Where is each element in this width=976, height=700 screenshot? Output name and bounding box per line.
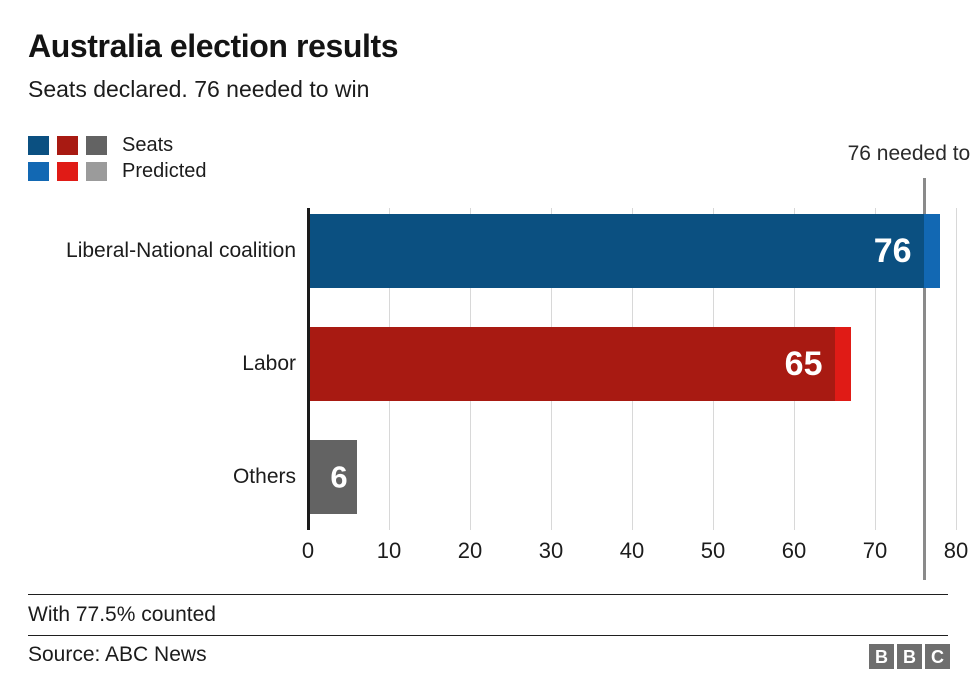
source-text: Source: ABC News bbox=[28, 643, 207, 666]
plot-area: 76 65 6 bbox=[307, 208, 957, 530]
threshold-annotation-label: 76 needed to win bbox=[847, 142, 976, 165]
bar-row[interactable]: 76 bbox=[308, 214, 940, 288]
page-subtitle: Seats declared. 76 needed to win bbox=[28, 76, 370, 102]
bbc-logo-letter-2: B bbox=[897, 644, 922, 669]
bar-row[interactable]: 65 bbox=[308, 327, 851, 401]
bar-segment-seats[interactable]: 6 bbox=[308, 440, 357, 514]
category-label: Others bbox=[232, 465, 296, 488]
page-title: Australia election results bbox=[28, 28, 399, 64]
legend-swatch-seats-labor bbox=[57, 135, 78, 155]
x-axis-tick-70: 70 bbox=[862, 538, 888, 563]
legend-swatches-predicted bbox=[28, 161, 114, 181]
category-label: Labor bbox=[242, 352, 296, 375]
legend-swatches-seats bbox=[28, 135, 114, 155]
bar-segment-seats[interactable]: 65 bbox=[308, 327, 835, 401]
x-axis-tick-10: 10 bbox=[376, 538, 402, 563]
x-axis-tick-40: 40 bbox=[619, 538, 645, 563]
x-axis-tick-50: 50 bbox=[700, 538, 726, 563]
legend-swatch-predicted-labor bbox=[57, 161, 78, 181]
bar-value-label: 65 bbox=[784, 345, 823, 383]
legend-swatch-predicted-coalition bbox=[28, 161, 49, 181]
category-label-group: Liberal-National coalition Labor Others bbox=[0, 0, 296, 700]
bar-row[interactable]: 6 bbox=[308, 440, 357, 514]
legend-row-seats: Seats bbox=[28, 133, 207, 157]
legend-label-seats: Seats bbox=[122, 133, 174, 156]
legend-swatch-seats-coalition bbox=[28, 135, 49, 155]
bar-value-label: 6 bbox=[330, 459, 348, 495]
chart-legend: Seats Predicted bbox=[28, 133, 207, 185]
bar-segment-predicted[interactable] bbox=[923, 214, 940, 288]
x-axis-tick-30: 30 bbox=[538, 538, 564, 563]
legend-swatch-predicted-others bbox=[86, 161, 107, 181]
legend-row-predicted: Predicted bbox=[28, 159, 207, 183]
x-axis-tick-80: 80 bbox=[943, 538, 969, 563]
threshold-line bbox=[922, 178, 926, 580]
footer-divider-bottom bbox=[28, 635, 948, 636]
legend-label-predicted: Predicted bbox=[122, 159, 207, 182]
x-axis-tick-60: 60 bbox=[781, 538, 807, 563]
footer-divider-top bbox=[28, 594, 948, 595]
x-axis-tick-0: 0 bbox=[301, 538, 315, 563]
gridline-70 bbox=[875, 208, 876, 530]
footnote-text: With 77.5% counted bbox=[28, 603, 216, 626]
bbc-logo-letter-1: B bbox=[869, 644, 894, 669]
bar-value-label: 76 bbox=[873, 232, 912, 270]
legend-swatch-seats-others bbox=[86, 135, 107, 155]
bar-segment-predicted[interactable] bbox=[834, 327, 851, 401]
bar-segment-seats[interactable]: 76 bbox=[308, 214, 924, 288]
y-axis-line bbox=[307, 208, 310, 530]
category-label: Liberal-National coalition bbox=[66, 239, 296, 262]
bbc-logo-letter-3: C bbox=[925, 644, 950, 669]
x-axis-tick-20: 20 bbox=[457, 538, 483, 563]
gridline-80 bbox=[956, 208, 957, 530]
